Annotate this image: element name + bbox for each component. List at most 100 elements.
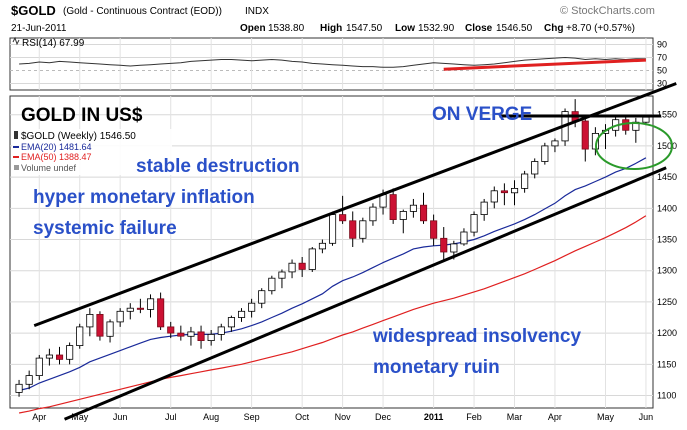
month-tick-label: Oct — [295, 412, 310, 422]
candle — [146, 298, 155, 310]
low-value: 1532.90 — [418, 23, 455, 34]
candle — [470, 214, 478, 233]
month-tick-label: Feb — [466, 412, 482, 422]
annotation-title: GOLD IN US$ — [21, 105, 143, 126]
high-value: 1547.50 — [346, 23, 383, 34]
price-tick-label: 1200 — [657, 328, 677, 338]
channel-line — [33, 82, 677, 328]
candle — [430, 220, 438, 239]
ema20-line — [18, 157, 647, 392]
header-date: 21-Jun-2011 — [11, 23, 67, 34]
candle — [76, 326, 84, 346]
price-tick-label: 1500 — [657, 141, 677, 151]
candle — [25, 375, 33, 385]
annotation-verge: ON VERGE — [432, 104, 532, 125]
price-legend-swatch — [14, 131, 18, 139]
candle — [66, 345, 74, 360]
low-label: Low — [395, 23, 415, 34]
candle — [96, 313, 104, 337]
ema50-legend: EMA(50) 1388.47 — [21, 152, 92, 162]
candle — [510, 187, 519, 194]
candle — [268, 277, 276, 292]
price-tick-label: 1550 — [657, 110, 677, 120]
header-exchange: INDX — [245, 6, 269, 17]
candle — [308, 248, 316, 270]
candle — [217, 326, 225, 335]
candles-layer — [15, 99, 650, 397]
candle — [581, 120, 589, 150]
annotation-stable: stable destruction — [136, 156, 300, 177]
candle — [86, 313, 94, 328]
month-tick-label: Sep — [244, 412, 260, 422]
candle — [106, 321, 114, 337]
rsi-tick-label: 30 — [657, 79, 667, 89]
candle — [399, 210, 407, 220]
trendlines-layer — [33, 82, 677, 421]
header-watermark: © StockCharts.com — [560, 5, 655, 17]
ema50-line — [18, 215, 647, 414]
candle — [450, 243, 458, 253]
annotation-ruin: monetary ruin — [373, 357, 500, 378]
candle — [440, 237, 448, 253]
high-label: High — [320, 23, 342, 34]
candle — [541, 145, 549, 162]
channel-line — [63, 166, 667, 421]
chg-value: +8.70 (+0.57%) — [566, 23, 635, 34]
month-tick-label: May — [597, 412, 615, 422]
rsi-tick-label: 90 — [657, 40, 667, 50]
price-tick-label: 1300 — [657, 266, 677, 276]
candle — [177, 332, 185, 337]
candle — [227, 317, 236, 328]
rsi-line — [19, 56, 646, 68]
candle — [339, 214, 347, 222]
candle — [167, 326, 175, 334]
candle — [460, 231, 468, 245]
month-tick-label: Apr — [32, 412, 46, 422]
candle — [480, 201, 488, 216]
candle — [288, 262, 296, 273]
header-symbol: $GOLD — [11, 3, 56, 18]
candle — [15, 383, 23, 393]
candle — [136, 307, 145, 310]
month-tick-label: Jun — [639, 412, 654, 422]
ema-layer — [18, 157, 647, 414]
price-tick-label: 1100 — [657, 391, 676, 401]
candle — [197, 331, 205, 341]
month-tick-label: Jul — [165, 412, 177, 422]
candle — [369, 206, 377, 222]
rsi-trendline — [443, 58, 647, 71]
candle — [389, 194, 397, 221]
candle — [318, 242, 326, 250]
candle — [328, 214, 337, 244]
rsi-legend-swatch — [12, 36, 20, 46]
open-value: 1538.80 — [268, 23, 305, 34]
ema20-legend: EMA(20) 1481.64 — [21, 142, 92, 152]
candle — [298, 262, 306, 270]
month-tick-label: Nov — [335, 412, 352, 422]
candle — [157, 298, 165, 328]
candle — [116, 310, 124, 323]
month-tick-label: Aug — [203, 412, 219, 422]
price-legend-box — [12, 129, 172, 175]
annotation-insolvency: widespread insolvency — [372, 326, 581, 347]
annotation-hyper: hyper monetary inflation — [33, 187, 255, 208]
open-label: Open — [240, 23, 266, 34]
candle — [248, 302, 256, 312]
close-label: Close — [465, 23, 493, 34]
candle — [35, 357, 43, 377]
volume-legend: Volume undef — [21, 163, 77, 173]
price-tick-label: 1150 — [657, 359, 676, 369]
axis-layer: 1100 1150 1200 1250 1300 1350 1400 1450 1500 1550… — [32, 40, 677, 423]
month-tick-label: Mar — [507, 412, 523, 422]
month-tick-label: 2011 — [424, 412, 444, 422]
candle — [237, 310, 246, 318]
volume-legend-swatch — [14, 165, 19, 170]
candle — [551, 140, 559, 147]
close-value: 1546.50 — [496, 23, 533, 34]
price-legend: $GOLD (Weekly) 1546.50 — [21, 131, 136, 142]
candle — [531, 161, 539, 175]
header-description: (Gold - Continuous Contract (EOD)) — [63, 6, 222, 17]
candle — [126, 307, 134, 312]
price-tick-label: 1350 — [657, 235, 677, 245]
